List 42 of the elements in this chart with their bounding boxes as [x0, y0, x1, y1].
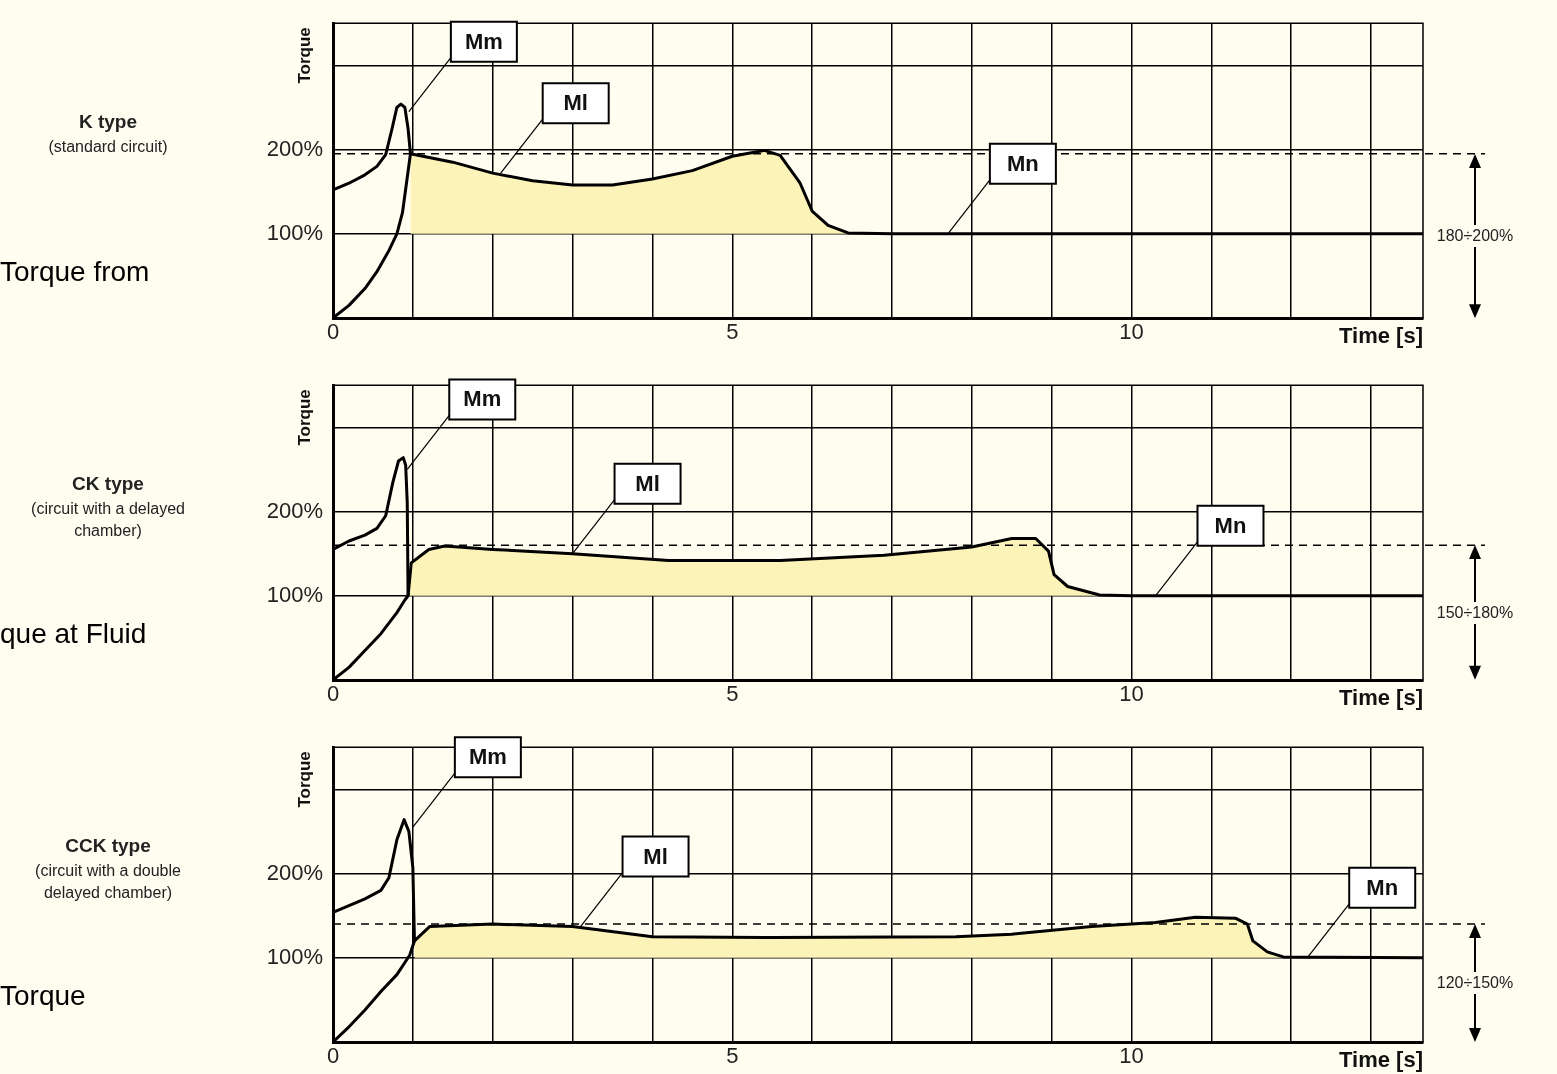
text: Torque from	[0, 255, 150, 287]
annotation: Ml	[643, 843, 668, 869]
y-tick-label: 100%	[266, 219, 323, 245]
text: CK type	[72, 473, 144, 495]
annotation: Mn	[1006, 150, 1039, 176]
annotation: Mn	[1366, 874, 1399, 900]
x-axis-title: Time [s]	[1339, 1047, 1423, 1073]
text: que at Fluid	[0, 617, 147, 649]
x-tick-label: 10	[1119, 1043, 1144, 1069]
annotation: Mm	[468, 744, 507, 770]
annotation: Mn	[1214, 512, 1247, 538]
y-axis-title: Torque	[294, 751, 314, 808]
text: K type	[78, 111, 138, 133]
y-axis-title: Torque	[294, 389, 314, 446]
y-tick-label: 100%	[266, 943, 323, 969]
ref-line-label: 120÷150%	[1431, 972, 1519, 995]
text: CCK type	[65, 835, 151, 857]
annotation: Ml	[563, 90, 588, 116]
x-tick-label: 5	[726, 1043, 739, 1069]
x-tick-label: 5	[726, 319, 739, 345]
annotation: Mm	[463, 386, 502, 412]
annotation: Ml	[635, 470, 660, 496]
y-axis-title: Torque	[294, 27, 314, 84]
x-tick-label: 5	[726, 681, 739, 707]
y-tick-label: 200%	[266, 859, 323, 885]
text: (circuit with a delayed chamber)	[31, 499, 185, 539]
text: (standard circuit)	[48, 137, 168, 155]
y-tick-label: 200%	[266, 497, 323, 523]
y-tick-label: 200%	[266, 135, 323, 161]
annotation: Mm	[464, 28, 503, 54]
text: Torque	[0, 979, 86, 1011]
x-tick-label: 0	[326, 1043, 340, 1069]
ref-line-label: 180÷200%	[1431, 224, 1519, 247]
x-tick-label: 0	[326, 319, 340, 345]
x-tick-label: 10	[1119, 681, 1144, 707]
x-axis-title: Time [s]	[1339, 685, 1423, 711]
x-tick-label: 10	[1119, 319, 1144, 345]
y-tick-label: 100%	[266, 581, 323, 607]
ref-line-label: 150÷180%	[1431, 601, 1519, 624]
x-tick-label: 0	[326, 681, 340, 707]
text: (circuit with a double delayed chamber)	[35, 861, 182, 901]
x-axis-title: Time [s]	[1339, 323, 1423, 349]
